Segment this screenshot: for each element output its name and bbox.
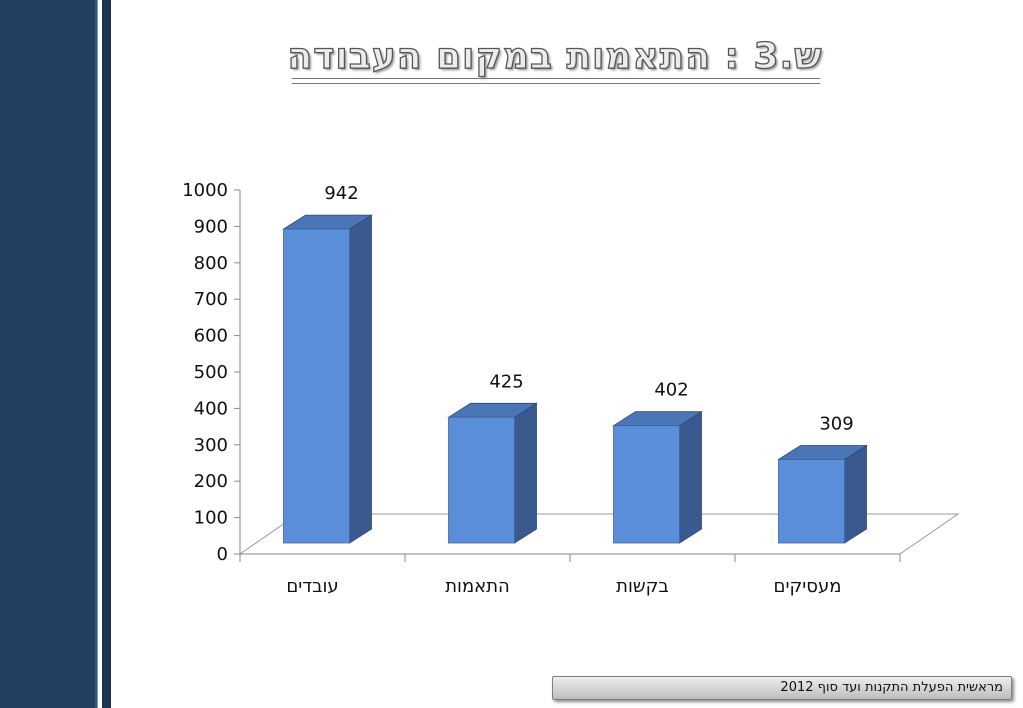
y-tick-label: 200 [194, 471, 228, 492]
footer-bar: מראשית הפעלת התקנות ועד סוף 2012 [552, 676, 1012, 700]
y-tick-label: 900 [194, 216, 228, 237]
y-tick-label: 0 [217, 544, 228, 565]
y-tick-label: 600 [194, 326, 228, 347]
bar-front-face [778, 459, 845, 544]
side-stripe [102, 0, 111, 708]
footer-text: מראשית הפעלת התקנות ועד סוף 2012 [780, 680, 1003, 695]
y-tick-label: 800 [194, 253, 228, 274]
bar-front-face [283, 228, 350, 544]
data-label: 942 [324, 183, 358, 204]
slide-title: ש.3 : התאמות במקום העבודה [287, 35, 823, 77]
x-tick-label: התאמות [445, 576, 510, 597]
bar [282, 214, 373, 544]
chart-axes: 0 100 200 300 400 500 600 700 800 900 1000 [182, 180, 901, 565]
bar [612, 410, 703, 544]
x-tick-label: עובדים [286, 576, 338, 597]
y-tick-label: 100 [194, 508, 228, 529]
chart-bars [282, 214, 868, 544]
side-band [0, 0, 98, 708]
bar [777, 444, 868, 544]
bar-front-face [613, 425, 680, 544]
bar-side-face [349, 214, 372, 544]
bar-front-face [448, 416, 515, 544]
y-tick-label: 700 [194, 289, 228, 310]
x-tick-label: מעסיקים [774, 576, 842, 597]
title-underline [292, 78, 820, 84]
y-tick-label: 300 [194, 435, 228, 456]
y-tick-label: 400 [194, 398, 228, 419]
chart-labels: 942 עובדים 425 התאמות 402 בקשות 309 מעסיקים [286, 183, 853, 597]
data-label: 425 [489, 371, 523, 392]
data-label: 402 [654, 380, 688, 401]
y-tick-label: 1000 [182, 180, 228, 201]
bar-side-face [679, 410, 702, 544]
bar-side-face [514, 402, 537, 544]
x-tick-label: בקשות [616, 576, 669, 597]
bar [447, 402, 538, 544]
y-tick-label: 500 [194, 362, 228, 383]
data-label: 309 [819, 414, 853, 435]
bar-side-face [844, 444, 867, 544]
